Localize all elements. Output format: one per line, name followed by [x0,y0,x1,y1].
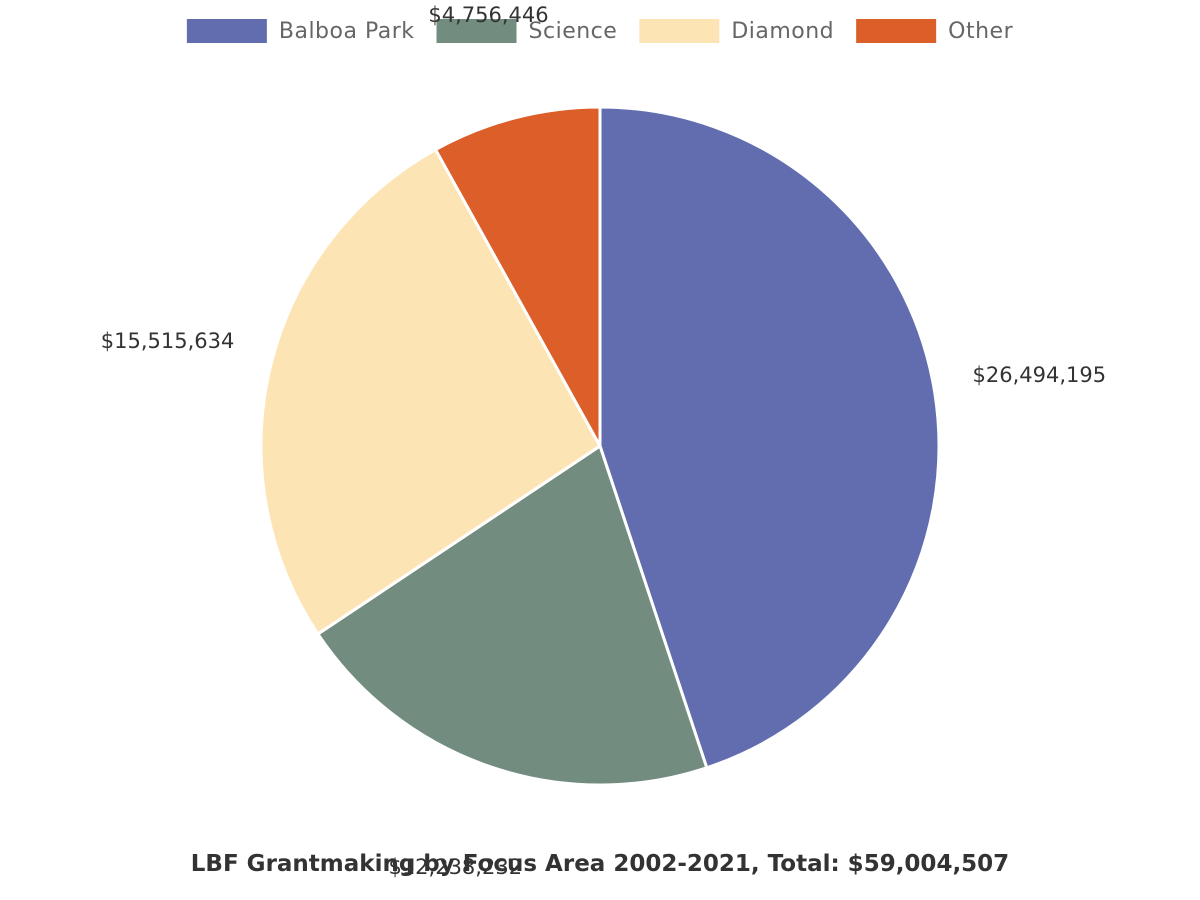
chart-title: LBF Grantmaking by Focus Area 2002-2021,… [191,851,1009,877]
pie-slices [259,105,941,787]
legend-item-diamond[interactable]: Diamond [639,19,834,44]
legend-item-balboa-park[interactable]: Balboa Park [186,19,415,44]
slice-value-label-science: $12,238,232 [388,855,522,879]
legend-label-balboa-park: Balboa Park [279,19,415,44]
pie-slice-diamond[interactable] [259,148,602,636]
slice-value-label-diamond: $15,515,634 [101,329,235,353]
legend-item-other[interactable]: Other [856,19,1013,44]
legend-swatch-balboa-park [186,19,267,43]
legend-swatch-diamond [639,19,720,43]
chart-legend: Balboa Park Science Diamond Other [186,19,1013,44]
pie-slice-other[interactable] [434,105,602,448]
legend-label-science: Science [529,19,618,44]
legend-label-diamond: Diamond [731,19,834,44]
slice-value-labels: $26,494,195 $12,238,232 $15,515,634 $4,756,… [101,3,1106,879]
slice-value-label-other: $4,756,446 [428,3,548,27]
pie-slice-balboa-park[interactable] [598,105,941,770]
legend-item-science[interactable]: Science [436,19,618,44]
pie-slice-science[interactable] [316,444,709,787]
slice-value-label-balboa-park: $26,494,195 [973,363,1107,387]
legend-swatch-other [856,19,937,43]
legend-swatch-science [436,19,517,43]
legend-label-other: Other [948,19,1013,44]
